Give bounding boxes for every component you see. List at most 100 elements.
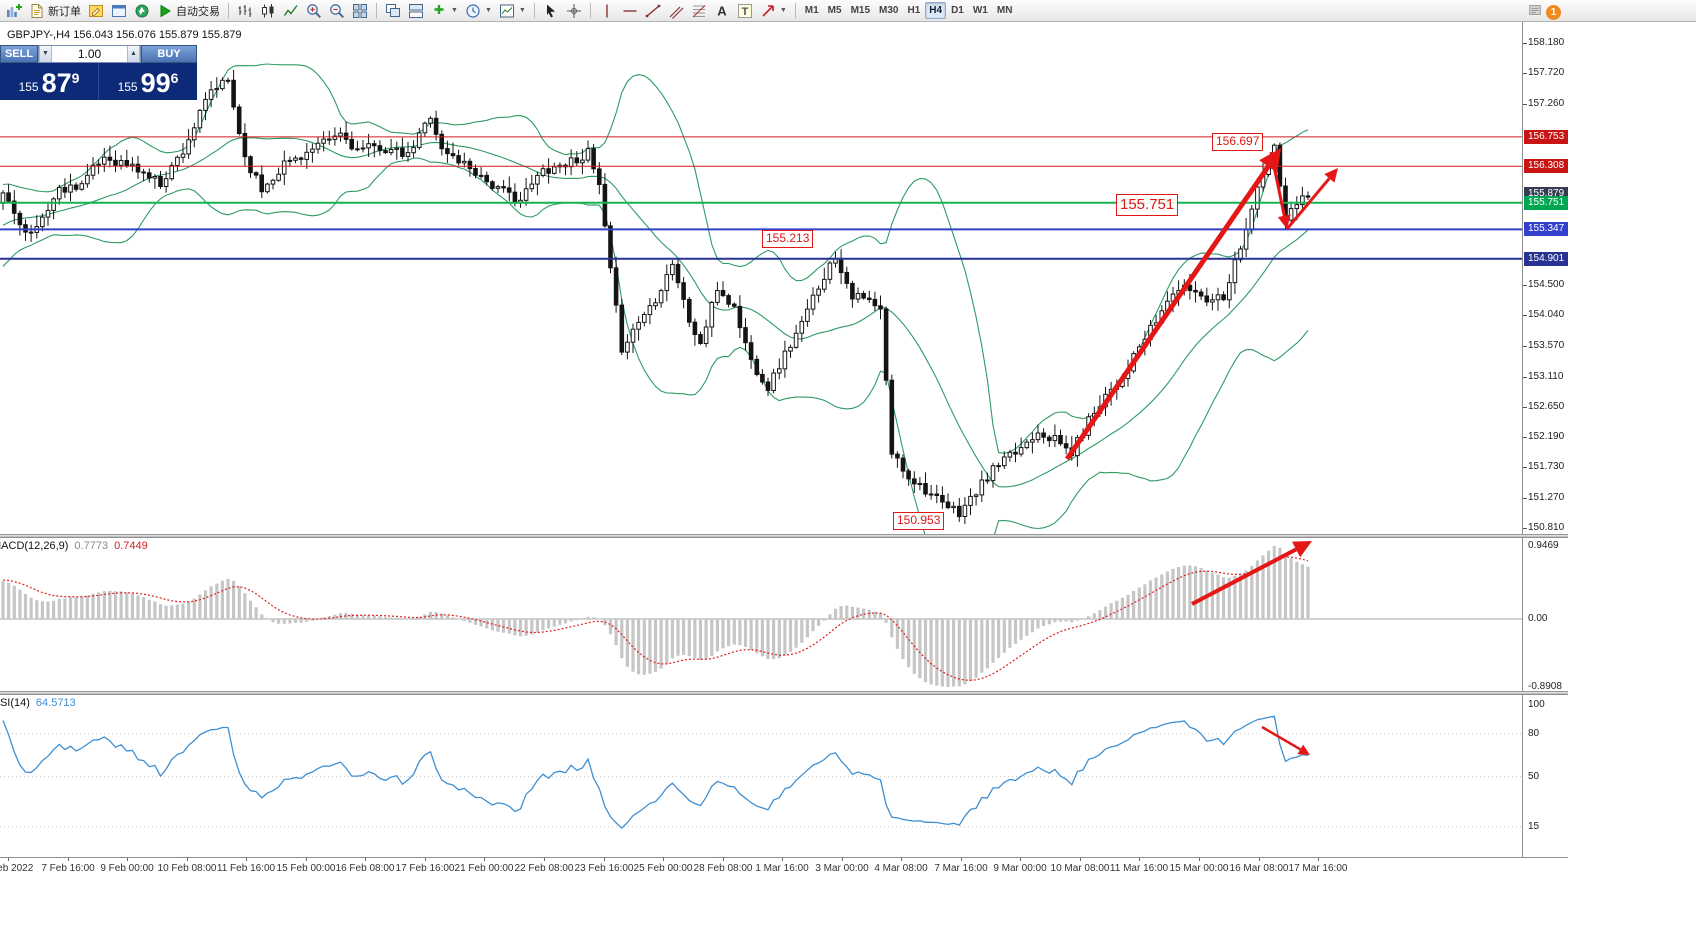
price-annotation[interactable]: 156.697 <box>1212 133 1264 151</box>
time-tick-mark <box>365 858 366 861</box>
candle-mode-icon <box>260 3 276 19</box>
label-tool-button[interactable]: T <box>734 1 756 21</box>
time-tick-mark <box>246 858 247 861</box>
scale-tick-mark <box>1523 498 1527 499</box>
bar-chart-mode-button[interactable] <box>234 1 256 21</box>
time-tick-mark <box>782 858 783 861</box>
tile-windows-button[interactable] <box>349 1 371 21</box>
time-tick-mark <box>901 858 902 861</box>
zoom-out-button[interactable] <box>326 1 348 21</box>
timeframe-D1[interactable]: D1 <box>951 5 964 16</box>
price-tick-label: 152.650 <box>1528 401 1565 412</box>
arrows-tool-button[interactable]: ▼ <box>757 1 790 21</box>
trendline-tool-icon <box>645 3 661 19</box>
cursor-tool-button[interactable] <box>540 1 562 21</box>
panel-splitter[interactable] <box>0 534 1568 538</box>
price-level-badge: 154.901 <box>1524 252 1568 266</box>
svg-text:A: A <box>717 3 727 18</box>
scale-tick-mark <box>1523 315 1527 316</box>
price-tick-label: 154.040 <box>1528 309 1565 320</box>
time-tick-label: 11 Feb 16:00 <box>216 863 276 874</box>
time-tick-mark <box>425 858 426 861</box>
price-annotation[interactable]: 155.751 <box>1116 194 1179 216</box>
dropdown-caret-icon: ▼ <box>518 7 526 14</box>
time-tick-label: 10 Mar 08:00 <box>1050 863 1110 874</box>
add-indicator-button[interactable]: ▼ <box>428 1 461 21</box>
time-tick-label: 3 Mar 00:00 <box>815 863 869 874</box>
sell-price-prefix: 155 <box>18 80 39 94</box>
buy-button[interactable]: BUY <box>141 45 197 63</box>
horizontal-line-tool-button[interactable] <box>619 1 641 21</box>
periods-button[interactable]: ▼ <box>462 1 495 21</box>
scale-tick-mark <box>1523 73 1527 74</box>
price-tick-label: 154.500 <box>1528 279 1565 290</box>
timeframe-H1[interactable]: H1 <box>907 5 921 16</box>
price-annotation[interactable]: 155.213 <box>762 230 814 248</box>
price-tick-label: 153.110 <box>1528 371 1564 382</box>
tile-windows-icon <box>352 3 368 19</box>
sell-price[interactable]: 155 87 9 <box>0 63 99 100</box>
alerts-icon[interactable] <box>1528 3 1542 22</box>
new-chart-button[interactable] <box>3 1 25 21</box>
candle-mode-button[interactable] <box>257 1 279 21</box>
dropdown-caret-icon: ▼ <box>451 7 458 14</box>
sell-price-pip: 9 <box>71 70 80 86</box>
timeframe-M15[interactable]: M15 <box>850 5 871 16</box>
timeframe-H4[interactable]: H4 <box>925 2 947 19</box>
macd-label: MACD(12,26,9) 0.7773 0.7449 <box>0 540 154 552</box>
timeframe-MN[interactable]: MN <box>996 5 1013 16</box>
macd-scale-label: 0.00 <box>1528 613 1548 624</box>
trendline-tool-button[interactable] <box>642 1 664 21</box>
macd-indicator-panel[interactable]: MACD(12,26,9) 0.7773 0.7449 <box>0 538 1522 691</box>
timeframe-W1[interactable]: W1 <box>972 5 988 16</box>
arrange-windows-button[interactable] <box>405 1 427 21</box>
rsi-indicator-panel[interactable]: RSI(14) 64.5713 <box>0 695 1522 857</box>
panel-splitter[interactable] <box>0 691 1568 695</box>
data-window-button[interactable] <box>108 1 130 21</box>
rsi-scale-label: 100 <box>1528 699 1545 710</box>
crosshair-tool-button[interactable] <box>563 1 585 21</box>
time-tick-label: 22 Feb 08:00 <box>514 863 574 874</box>
fibonacci-tool-button[interactable] <box>688 1 710 21</box>
vertical-line-tool-button[interactable] <box>596 1 618 21</box>
cascade-windows-button[interactable] <box>382 1 404 21</box>
line-mode-icon <box>283 3 299 19</box>
timeframe-M1[interactable]: M1 <box>804 5 819 16</box>
volume-decrease-button[interactable]: ▼ <box>39 46 52 62</box>
volume-value[interactable]: 1.00 <box>77 47 102 61</box>
line-mode-button[interactable] <box>280 1 302 21</box>
metaeditor-button[interactable] <box>85 1 107 21</box>
zoom-in-button[interactable] <box>303 1 325 21</box>
macd-signal-value: 0.7449 <box>114 540 148 552</box>
time-tick-label: 21 Feb 00:00 <box>454 863 514 874</box>
price-level-badge: 156.753 <box>1524 130 1568 144</box>
dropdown-caret-icon: ▼ <box>484 7 492 14</box>
price-annotation[interactable]: 150.953 <box>893 512 945 530</box>
periods-icon <box>465 3 481 19</box>
new-order-button[interactable]: 新订单 <box>26 1 84 21</box>
macd-main-value: 0.7773 <box>74 540 109 552</box>
templates-button[interactable]: ▼ <box>496 1 529 21</box>
rsi-scale-label: 15 <box>1528 821 1540 832</box>
timeframe-M30[interactable]: M30 <box>879 5 899 16</box>
time-tick-label: 7 Feb 16:00 <box>41 863 95 874</box>
macd-scale-label: 0.9469 <box>1528 540 1559 551</box>
sell-button[interactable]: SELL <box>0 45 38 63</box>
volume-increase-button[interactable]: ▲ <box>127 46 140 62</box>
price-chart-panel[interactable] <box>0 22 1522 534</box>
price-scale[interactable]: 158.180 157.720 157.260 154.500 154.040 153.5… <box>1522 22 1568 857</box>
navigator-button[interactable] <box>131 1 153 21</box>
time-tick-label: 15 Mar 00:00 <box>1169 863 1229 874</box>
volume-field[interactable]: ▼ 1.00 ▲ <box>38 45 141 63</box>
scale-tick-mark <box>1523 528 1527 529</box>
text-tool-button[interactable]: A <box>711 1 733 21</box>
price-level-badge: 156.308 <box>1524 159 1568 173</box>
price-tick-label: 157.260 <box>1528 98 1565 109</box>
channel-tool-button[interactable] <box>665 1 687 21</box>
buy-price[interactable]: 155 99 6 <box>99 63 197 100</box>
time-tick-mark <box>127 858 128 861</box>
autotrading-button[interactable]: 自动交易 <box>154 1 223 21</box>
timeframe-M5[interactable]: M5 <box>827 5 842 16</box>
notification-badge[interactable]: 1 <box>1546 5 1561 20</box>
